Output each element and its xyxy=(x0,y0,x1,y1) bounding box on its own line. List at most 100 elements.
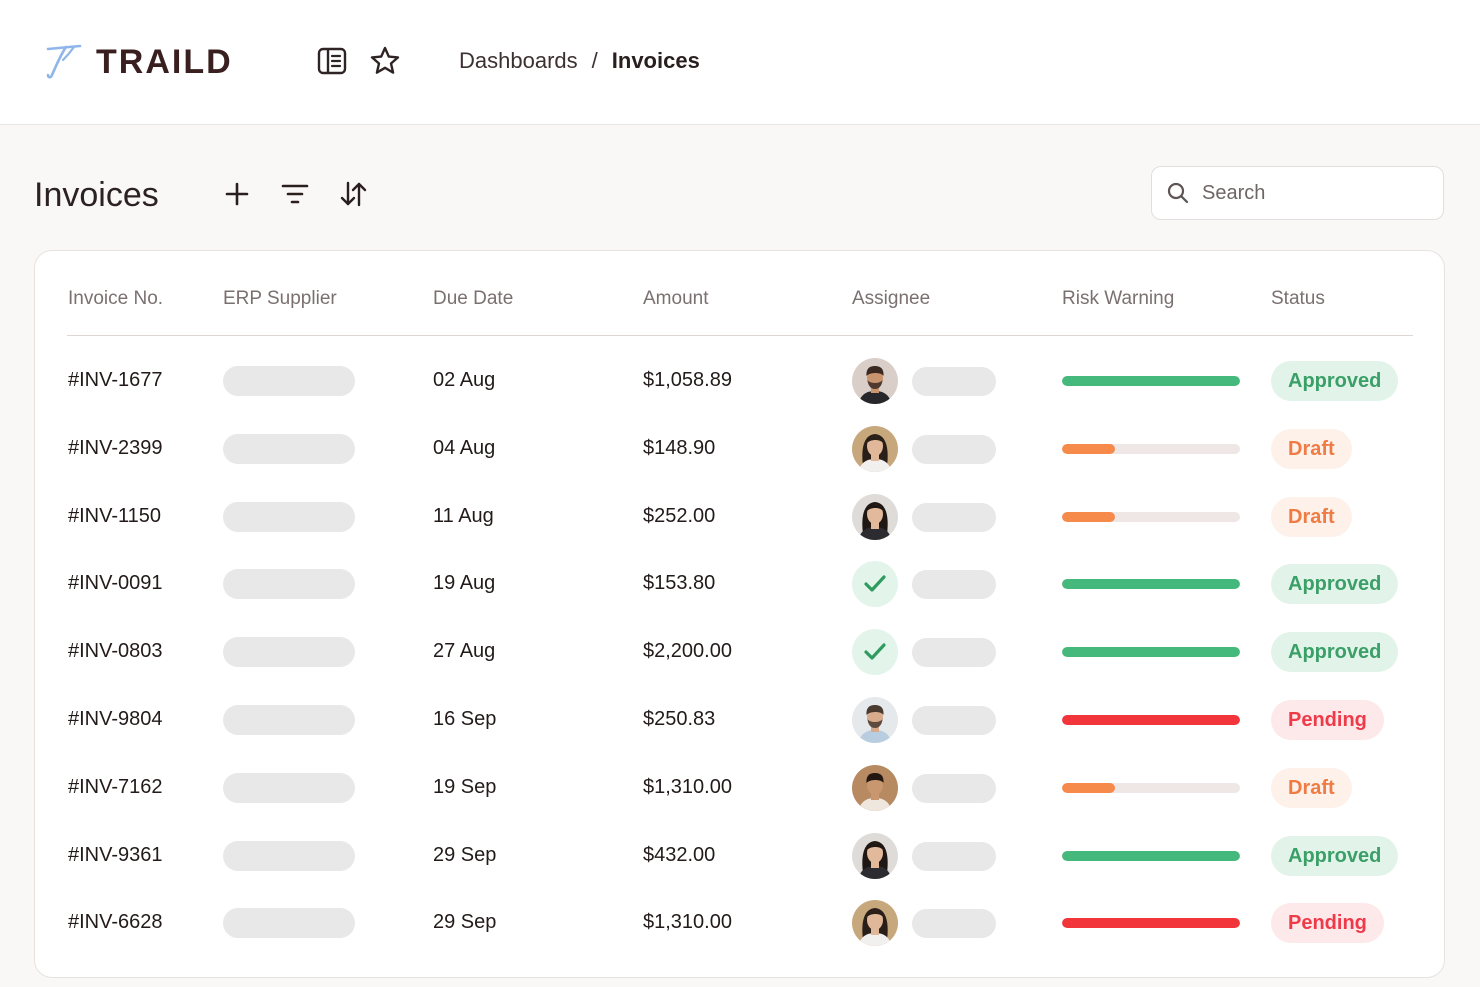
risk-warning-bar xyxy=(1062,647,1240,658)
search-input[interactable] xyxy=(1200,180,1424,206)
table-row[interactable]: #INV-9804 16 Sep $250.83 Pending xyxy=(35,687,1444,755)
erp-supplier-placeholder xyxy=(223,637,355,668)
risk-warning-bar xyxy=(1062,376,1240,386)
table-row[interactable]: #INV-9361 29 Sep $432.00 Approved xyxy=(35,823,1444,891)
amount: $153.80 xyxy=(643,572,716,595)
sort-arrows-icon xyxy=(340,181,367,207)
table-row[interactable]: #INV-7162 19 Sep $1,310.00 Draft xyxy=(35,755,1444,823)
erp-supplier-placeholder xyxy=(223,908,355,939)
column-header-amount[interactable]: Amount xyxy=(643,288,709,309)
brand-name: TRAILD xyxy=(96,42,233,81)
due-date: 16 Sep xyxy=(433,708,497,730)
risk-warning-bar xyxy=(1062,443,1240,454)
invoice-number[interactable]: #INV-7162 xyxy=(68,775,163,798)
assignee-avatar[interactable] xyxy=(852,358,898,404)
assignee-avatar[interactable] xyxy=(852,900,898,947)
brand-logo[interactable]: TRAILD xyxy=(44,42,233,82)
search-icon xyxy=(1166,181,1190,205)
risk-warning-bar xyxy=(1062,511,1240,522)
invoices-table: Invoice No. ERP Supplier Due Date Amount… xyxy=(34,250,1445,978)
filter-button[interactable] xyxy=(277,176,313,212)
risk-warning-fill xyxy=(1062,579,1240,590)
column-header-due-date[interactable]: Due Date xyxy=(433,288,514,309)
assigned-check-icon[interactable] xyxy=(852,561,898,608)
breadcrumb: Dashboards / Invoices xyxy=(459,48,700,74)
page-title: Invoices xyxy=(34,176,159,214)
table-row[interactable]: #INV-1677 02 Aug $1,058.89 Approved xyxy=(35,348,1444,416)
due-date: 19 Aug xyxy=(433,572,496,595)
table-row[interactable]: #INV-6628 29 Sep $1,310.00 Pending xyxy=(35,890,1444,958)
erp-supplier-placeholder xyxy=(223,569,355,600)
invoice-number[interactable]: #INV-9361 xyxy=(68,843,163,866)
status-badge[interactable]: Approved xyxy=(1271,632,1399,673)
due-date: 19 Sep xyxy=(433,775,497,798)
favorite-button[interactable] xyxy=(368,44,402,78)
erp-supplier-placeholder xyxy=(223,705,355,735)
search-box[interactable] xyxy=(1151,166,1444,220)
filter-icon xyxy=(281,184,309,204)
table-row[interactable]: #INV-0091 19 Aug $153.80 Approved xyxy=(35,551,1444,619)
due-date: 11 Aug xyxy=(433,504,494,527)
amount: $250.83 xyxy=(643,708,716,730)
risk-warning-fill xyxy=(1062,443,1116,454)
invoice-number[interactable]: #INV-0091 xyxy=(68,572,163,595)
header-divider xyxy=(67,335,1413,336)
status-badge[interactable]: Approved xyxy=(1271,564,1399,605)
column-header-erp-supplier[interactable]: ERP Supplier xyxy=(223,288,337,309)
column-header-status[interactable]: Status xyxy=(1271,288,1325,309)
invoice-number[interactable]: #INV-9804 xyxy=(68,708,163,730)
invoice-number[interactable]: #INV-1677 xyxy=(68,369,163,391)
assignee-name-placeholder xyxy=(912,502,996,532)
column-header-invoice-no[interactable]: Invoice No. xyxy=(68,288,164,309)
sidebar-panel-icon xyxy=(317,47,347,75)
risk-warning-fill xyxy=(1062,782,1116,793)
invoice-number[interactable]: #INV-6628 xyxy=(68,911,163,934)
table-row[interactable]: #INV-2399 04 Aug $148.90 Draft xyxy=(35,416,1444,484)
erp-supplier-placeholder xyxy=(223,433,355,464)
status-badge[interactable]: Approved xyxy=(1271,361,1399,401)
due-date: 29 Sep xyxy=(433,843,497,866)
risk-warning-bar xyxy=(1062,850,1240,861)
traild-logo-icon xyxy=(46,44,82,79)
assignee-avatar[interactable] xyxy=(852,832,898,879)
assignee-name-placeholder xyxy=(912,773,996,803)
amount: $1,310.00 xyxy=(643,911,732,934)
amount: $252.00 xyxy=(643,504,716,527)
assignee-avatar[interactable] xyxy=(852,493,898,540)
breadcrumb-dashboards[interactable]: Dashboards xyxy=(459,48,578,73)
top-bar: TRAILD Dashboards / Invoices xyxy=(0,0,1480,125)
column-header-risk-warning[interactable]: Risk Warning xyxy=(1062,288,1175,309)
status-badge[interactable]: Draft xyxy=(1271,496,1352,537)
table-row[interactable]: #INV-0803 27 Aug $2,200.00 Approved xyxy=(35,619,1444,687)
status-badge[interactable]: Draft xyxy=(1271,428,1352,469)
amount: $2,200.00 xyxy=(643,640,732,663)
status-badge[interactable]: Pending xyxy=(1271,903,1384,944)
status-badge[interactable]: Pending xyxy=(1271,700,1384,740)
assigned-check-icon[interactable] xyxy=(852,629,898,676)
assignee-avatar[interactable] xyxy=(852,425,898,472)
erp-supplier-placeholder xyxy=(223,772,355,803)
breadcrumb-invoices: Invoices xyxy=(611,48,700,73)
sort-button[interactable] xyxy=(335,176,371,212)
table-header: Invoice No. ERP Supplier Due Date Amount… xyxy=(35,251,1444,337)
invoice-number[interactable]: #INV-0803 xyxy=(68,640,163,663)
status-badge[interactable]: Approved xyxy=(1271,835,1399,876)
breadcrumb-separator: / xyxy=(591,48,598,73)
assignee-avatar[interactable] xyxy=(852,697,898,743)
assignee-name-placeholder xyxy=(912,367,996,396)
risk-warning-fill xyxy=(1062,511,1116,522)
add-invoice-button[interactable] xyxy=(219,176,255,212)
assignee-avatar[interactable] xyxy=(852,764,898,811)
due-date: 27 Aug xyxy=(433,640,496,663)
invoice-number[interactable]: #INV-2399 xyxy=(68,436,163,459)
invoice-number[interactable]: #INV-1150 xyxy=(68,504,162,527)
sidebar-toggle-button[interactable] xyxy=(315,44,349,78)
plus-icon xyxy=(225,182,249,206)
risk-warning-bar xyxy=(1062,918,1240,929)
column-header-assignee[interactable]: Assignee xyxy=(852,288,931,309)
assignee-name-placeholder xyxy=(912,909,996,939)
table-row[interactable]: #INV-1150 11 Aug $252.00 Draft xyxy=(35,484,1444,552)
due-date: 29 Sep xyxy=(433,911,497,934)
due-date: 04 Aug xyxy=(433,436,496,459)
status-badge[interactable]: Draft xyxy=(1271,767,1352,808)
